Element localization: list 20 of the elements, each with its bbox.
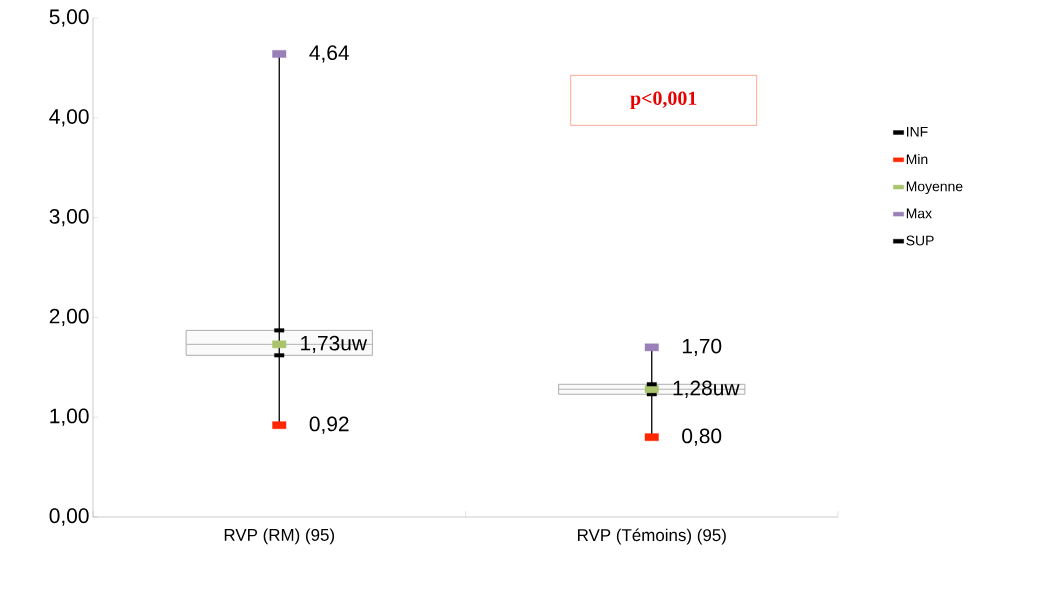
data-label: 1,28uw <box>673 380 740 398</box>
x-tick-label: RVP (Témoins) (95) <box>578 528 726 545</box>
y-tick-label: 1,00 <box>50 408 89 426</box>
y-tick-label: 4,00 <box>49 109 89 127</box>
annotation: p<0,001 <box>630 91 697 110</box>
data-label: 1,70 <box>682 338 722 356</box>
y-tick-label: 2,00 <box>49 308 89 327</box>
legend-label: Moyenne <box>906 181 963 195</box>
data-label: 0,80 <box>682 428 722 446</box>
legend-label: SUP <box>906 235 934 246</box>
y-tick-label: 5,00 <box>49 9 89 27</box>
data-label: 1,73uw <box>301 335 368 353</box>
x-tick-label: RVP (RM) (95) <box>224 528 335 545</box>
data-label: 4,64 <box>309 45 349 63</box>
legend-label: INF <box>906 126 928 137</box>
legend-label: Max <box>906 208 932 219</box>
y-tick-label: 0,00 <box>49 508 89 526</box>
data-label: 0,92 <box>309 416 349 434</box>
legend-label: Min <box>906 154 928 165</box>
y-tick-label: 3,00 <box>49 208 89 227</box>
